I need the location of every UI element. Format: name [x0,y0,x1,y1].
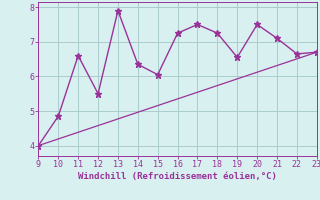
X-axis label: Windchill (Refroidissement éolien,°C): Windchill (Refroidissement éolien,°C) [78,172,277,181]
